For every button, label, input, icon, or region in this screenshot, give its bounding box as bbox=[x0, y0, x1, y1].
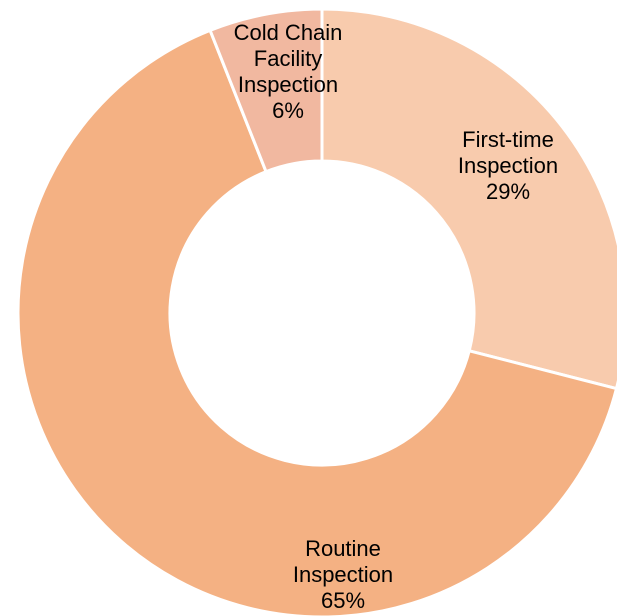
label-line: Inspection bbox=[293, 562, 393, 587]
label-line: Routine bbox=[305, 536, 381, 561]
donut-slice bbox=[16, 28, 617, 616]
donut-slice bbox=[208, 7, 324, 174]
slice-value-label: 29% bbox=[486, 179, 530, 204]
label-line: Inspection bbox=[238, 72, 338, 97]
label-line: First-time bbox=[462, 127, 554, 152]
slice-category-label: Cold Chain Facility Inspection bbox=[234, 20, 343, 97]
donut-slice bbox=[320, 7, 617, 391]
label-line: Inspection bbox=[458, 153, 558, 178]
label-line: Facility bbox=[254, 46, 322, 71]
label-line: Cold Chain bbox=[234, 20, 343, 45]
slice-value-label: 65% bbox=[321, 588, 365, 613]
slice-category-label: Routine Inspection bbox=[293, 536, 393, 587]
slice-category-label: First-time Inspection bbox=[458, 127, 558, 178]
slice-value-label: 6% bbox=[272, 98, 304, 123]
